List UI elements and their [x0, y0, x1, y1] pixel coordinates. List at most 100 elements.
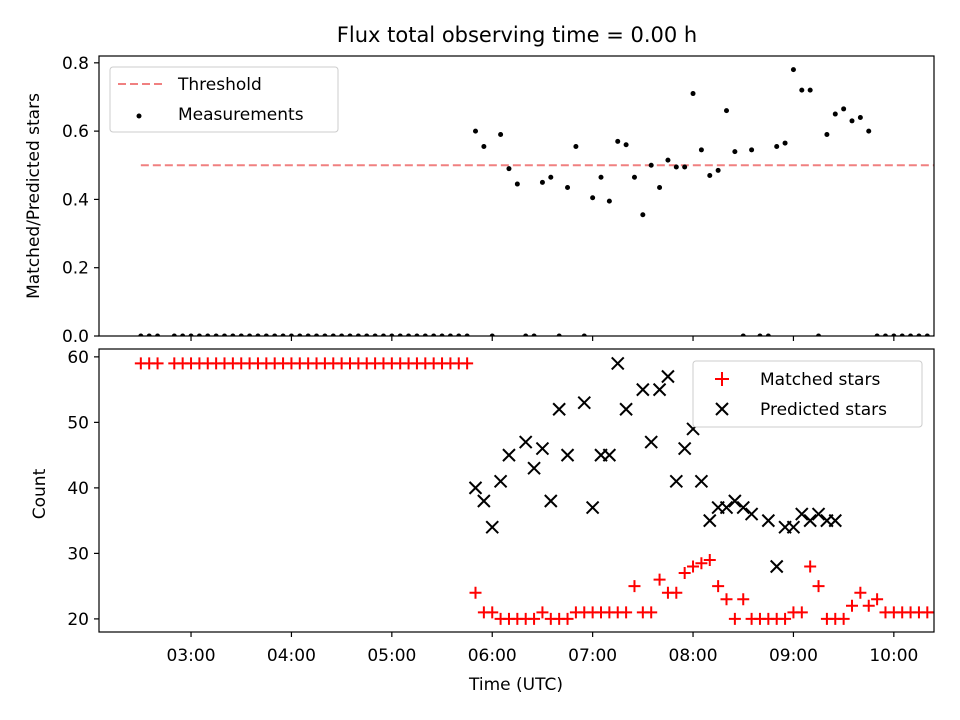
- measurement-point: [816, 333, 822, 336]
- measurement-point: [339, 333, 345, 336]
- measurement-point: [322, 333, 328, 336]
- measurement-point: [297, 333, 303, 336]
- measurement-point: [272, 333, 278, 336]
- predicted-star-point: [544, 494, 558, 508]
- predicted-star-point: [636, 382, 650, 397]
- matched-star-point: [929, 611, 934, 614]
- measurement-point: [288, 333, 294, 336]
- measurement-point: [439, 333, 445, 336]
- measurement-point: [891, 333, 897, 336]
- measurement-point: [824, 132, 830, 138]
- matched-star-point: [871, 593, 884, 606]
- measurement-point: [631, 174, 637, 180]
- bottom-y-tick-label: 20: [67, 610, 89, 630]
- bottom-y-tick-label: 30: [67, 544, 89, 564]
- top-y-tick-label: 0.2: [62, 259, 89, 279]
- measurement-point: [882, 333, 888, 336]
- predicted-star-point: [602, 448, 617, 462]
- measurement-point: [355, 333, 361, 336]
- top-y-tick-label: 0.8: [62, 54, 89, 74]
- measurement-point: [389, 333, 395, 336]
- measurement-point: [916, 333, 922, 336]
- measurement-point: [774, 143, 780, 149]
- measurement-point: [489, 333, 495, 336]
- measurement-point: [899, 333, 905, 336]
- bottom-x-ticks: 03:00 04:00 05:00 06:00 07:00 08:00 09:00 10:00…: [167, 632, 918, 666]
- matched-star-point: [703, 553, 716, 566]
- matched-star-point: [854, 586, 867, 599]
- x-tick-label: 07:00: [568, 646, 617, 666]
- measurement-point: [841, 106, 847, 112]
- top-y-tick-label: 0.4: [62, 190, 89, 210]
- predicted-star-point: [502, 448, 516, 462]
- matched-star-point: [938, 606, 950, 618]
- measurement-point: [196, 333, 202, 336]
- bottom-plot-area: [134, 356, 950, 625]
- measurement-point: [473, 128, 479, 134]
- measurement-point: [698, 147, 704, 153]
- measurement-point: [255, 333, 261, 336]
- measurement-point: [414, 333, 420, 336]
- predicted-star-point: [485, 520, 499, 534]
- predicted-star-point: [644, 435, 658, 449]
- measurement-point: [431, 333, 437, 336]
- measurement-point: [690, 91, 696, 97]
- matched-legend-label: Matched stars: [760, 370, 880, 390]
- predicted-star-point: [560, 448, 575, 462]
- matched-star-point: [653, 573, 666, 586]
- predicted-star-point: [611, 356, 625, 371]
- measurement-point: [942, 334, 947, 339]
- measurement-point: [640, 212, 646, 218]
- predicted-star-point: [795, 507, 809, 521]
- predicted-star-point: [694, 474, 709, 489]
- measurement-point: [548, 174, 554, 180]
- predicted-star-point: [518, 435, 533, 449]
- measurement-point: [866, 128, 872, 134]
- predicted-star-point: [468, 481, 483, 495]
- predicted-star-point: [736, 500, 750, 515]
- bottom-panel: 20 30 40 50 60 03:00 04:00 05:00 06:00 07:00 08:0…: [30, 348, 950, 695]
- top-y-tick-label: 0.0: [62, 327, 89, 347]
- bottom-y-axis-label: Count: [30, 468, 50, 519]
- measurement-point: [364, 333, 370, 336]
- measurement-point: [406, 333, 412, 336]
- measurements-legend-marker: [136, 113, 142, 119]
- measurement-point: [874, 333, 880, 336]
- measurement-point: [514, 181, 520, 187]
- measurement-point: [506, 166, 512, 172]
- top-legend: Threshold Measurements: [109, 66, 339, 133]
- top-plot-area: [138, 67, 947, 339]
- matched-legend-marker: [715, 372, 729, 386]
- measurement-point: [397, 333, 403, 336]
- measurement-point: [481, 143, 487, 149]
- matched-star-point: [737, 593, 750, 606]
- measurement-point: [606, 198, 612, 204]
- measurement-point: [498, 132, 504, 138]
- matched-star-point: [528, 612, 541, 625]
- predicted-star-point: [493, 474, 508, 489]
- x-tick-label: 06:00: [468, 646, 517, 666]
- measurement-point: [330, 333, 336, 336]
- top-legend-box: [109, 66, 339, 133]
- matched-star-point: [712, 580, 725, 593]
- measurement-point: [171, 333, 177, 336]
- predicted-star-point: [761, 513, 776, 528]
- measurement-point: [682, 164, 688, 170]
- measurement-point: [314, 333, 320, 336]
- predicted-star-point: [769, 559, 784, 574]
- x-axis-label: Time (UTC): [468, 675, 563, 695]
- matched-star-point: [812, 580, 825, 593]
- matched-star-point: [795, 606, 808, 619]
- matched-star-point: [804, 560, 817, 573]
- predicted-star-point: [477, 494, 491, 508]
- predicted-star-point: [803, 513, 817, 528]
- threshold-legend-label: Threshold: [177, 75, 262, 95]
- measurement-point: [732, 149, 738, 155]
- matched-star-point: [486, 606, 499, 619]
- measurement-point: [765, 333, 771, 336]
- bottom-y-tick-label: 40: [67, 479, 89, 499]
- predicted-star-point: [585, 500, 600, 515]
- measurement-point: [188, 333, 194, 336]
- top-y-axis-label: Matched/Predicted stars: [24, 93, 44, 299]
